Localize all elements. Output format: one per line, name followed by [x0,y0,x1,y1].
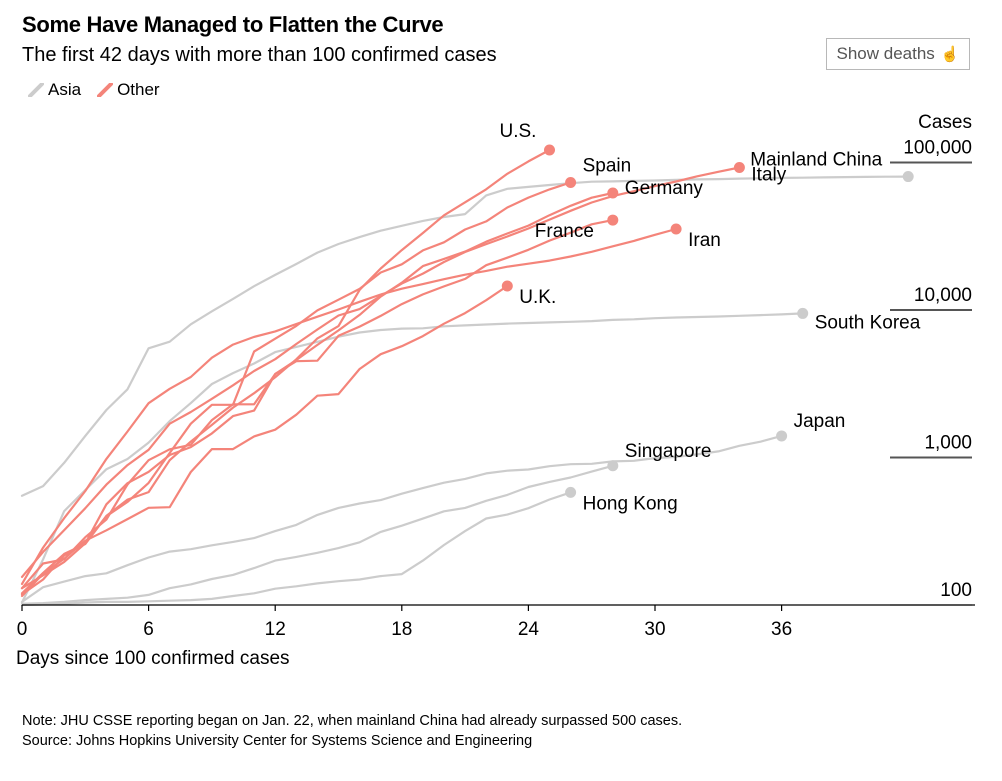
series-label-mainland-china: Mainland China [750,150,882,171]
show-deaths-label: Show deaths [836,44,935,63]
series-line-singapore [20,464,614,605]
pointer-hand-icon: ☝ [940,46,960,63]
series-endpoint-u-k [501,280,513,292]
series-endpoint-south-korea [797,307,809,319]
series-endpoint-spain [565,176,577,188]
series-line-south-korea [20,312,804,604]
series-label-u-k: U.K. [519,287,556,308]
legend-label-asia: Asia [48,80,82,99]
x-tick-label-6: 6 [143,619,154,640]
line-chart: 0 6 12 18 24 30 36 Days since 100 confirmed cas… [16,112,975,669]
legend-item-other: Other [97,80,160,100]
x-tick-label-0: 0 [17,619,28,640]
series-endpoint-u-s [544,144,555,156]
show-deaths-button[interactable]: Show deaths ☝ [826,38,970,70]
series-label-spain: Spain [583,155,632,176]
series-endpoint-france [607,214,619,226]
series-endpoint-mainland-china [902,171,914,183]
x-tick-label-36: 36 [771,619,792,640]
series-endpoint-singapore [607,460,619,472]
y-axis-label: Cases [918,112,972,133]
other-series-group [20,144,745,598]
legend: Asia Other [28,80,160,100]
y-tick-label-10000: 10,000 [914,285,972,306]
series-endpoint-hong-kong [565,486,577,498]
series-line-mainland-china [20,175,910,497]
x-tick-label-18: 18 [391,619,412,640]
series-label-germany: Germany [625,178,704,199]
series-line-iran [20,227,678,585]
series-label-singapore: Singapore [625,441,712,462]
series-label-u-s: U.S. [500,121,537,142]
legend-swatch-asia [28,83,44,97]
chart-title: Some Have Managed to Flatten the Curve [22,12,444,37]
source-text: Source: Johns Hopkins University Center … [22,733,533,749]
axes-group: 0 6 12 18 24 30 36 Days since 100 confirmed cas… [16,112,975,669]
series-line-france [20,219,614,590]
legend-label-other: Other [117,80,160,99]
asia-series-group [20,171,914,607]
series-labels-group: Mainland China South Korea Japan Singapore H… [500,121,921,514]
series-endpoint-italy [733,162,745,174]
series-line-germany [20,191,614,590]
series-label-italy: Italy [751,165,786,186]
series-line-spain [20,181,572,595]
series-line-u-k [20,284,509,598]
x-axis-label: Days since 100 confirmed cases [16,648,290,669]
x-tick-label-24: 24 [518,619,540,640]
note-text: Note: JHU CSSE reporting began on Jan. 2… [22,713,683,729]
series-line-italy [20,166,741,578]
legend-item-asia: Asia [28,80,81,100]
y-tick-label-100000: 100,000 [903,138,972,159]
chart-notes: Note: JHU CSSE reporting began on Jan. 2… [22,711,682,751]
series-label-france: France [535,221,594,242]
series-label-iran: Iran [688,230,721,251]
x-tick-label-30: 30 [644,619,665,640]
series-endpoint-iran [670,223,682,235]
x-tick-label-12: 12 [265,619,286,640]
series-label-japan: Japan [794,411,846,432]
series-label-south-korea: South Korea [815,312,921,333]
series-endpoint-japan [776,430,788,442]
chart-subtitle: The first 42 days with more than 100 con… [22,44,497,66]
legend-swatch-other [97,83,114,97]
y-tick-label-100: 100 [940,580,972,601]
series-line-japan [20,434,783,603]
series-label-hong-kong: Hong Kong [583,493,678,514]
series-line-hong-kong [20,491,572,607]
y-tick-label-1000: 1,000 [924,433,972,454]
